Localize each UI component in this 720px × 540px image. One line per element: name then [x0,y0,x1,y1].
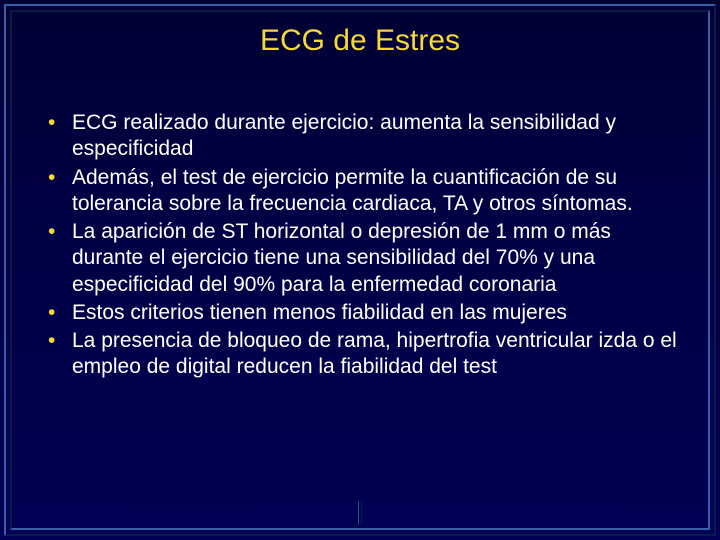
bullet-item: La presencia de bloqueo de rama, hipertr… [42,328,678,381]
bullet-item: Estos criterios tienen menos fiabilidad … [42,300,678,326]
slide: ECG de Estres ECG realizado durante ejer… [0,0,720,540]
bullet-item: ECG realizado durante ejercicio: aumenta… [42,110,678,163]
slide-title: ECG de Estres [0,24,720,58]
footer-divider [358,501,362,525]
bullet-item: Además, el test de ejercicio permite la … [42,165,678,218]
bullet-list: ECG realizado durante ejercicio: aumenta… [42,110,678,381]
bullet-item: La aparición de ST horizontal o depresió… [42,219,678,298]
slide-content: ECG realizado durante ejercicio: aumenta… [42,110,678,383]
